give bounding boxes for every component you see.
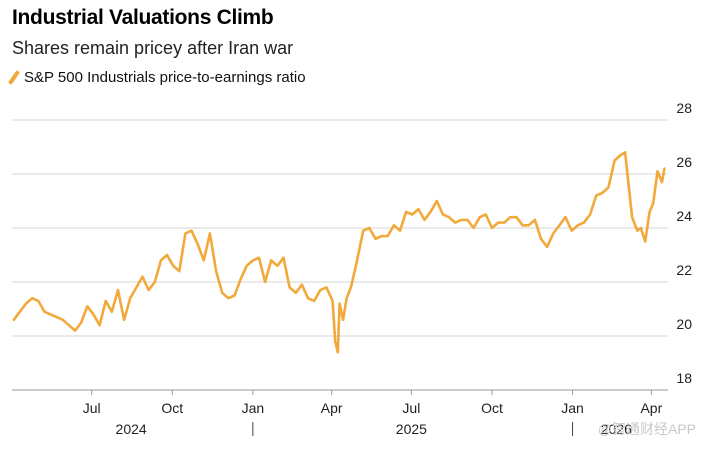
x-tick-label: Apr [321, 400, 343, 416]
x-tick-label: Oct [481, 400, 503, 416]
x-tick-label: Jul [83, 400, 101, 416]
y-tick-label: 26 [676, 154, 692, 170]
y-tick-label: 22 [676, 262, 692, 278]
watermark: @智通财经APP [597, 421, 696, 437]
legend-label: S&P 500 Industrials price-to-earnings ra… [24, 69, 306, 86]
x-tick-label: Apr [640, 400, 662, 416]
legend: S&P 500 Industrials price-to-earnings ra… [8, 69, 306, 86]
y-tick-label: 20 [676, 316, 692, 332]
chart-subtitle: Shares remain pricey after Iran war [12, 38, 294, 58]
year-label: 2025 [396, 421, 427, 437]
y-tick-label: 18 [676, 370, 692, 386]
x-tick-label: Jan [242, 400, 265, 416]
year-label: 2024 [116, 421, 147, 437]
year-label: 2026 [601, 421, 632, 437]
y-tick-label: 24 [676, 208, 692, 224]
x-tick-label: Jul [402, 400, 420, 416]
x-tick-label: Jan [561, 400, 584, 416]
chart-title: Industrial Valuations Climb [12, 6, 274, 29]
x-tick-label: Oct [161, 400, 183, 416]
series-line [12, 151, 666, 354]
y-tick-label: 28 [676, 100, 692, 116]
